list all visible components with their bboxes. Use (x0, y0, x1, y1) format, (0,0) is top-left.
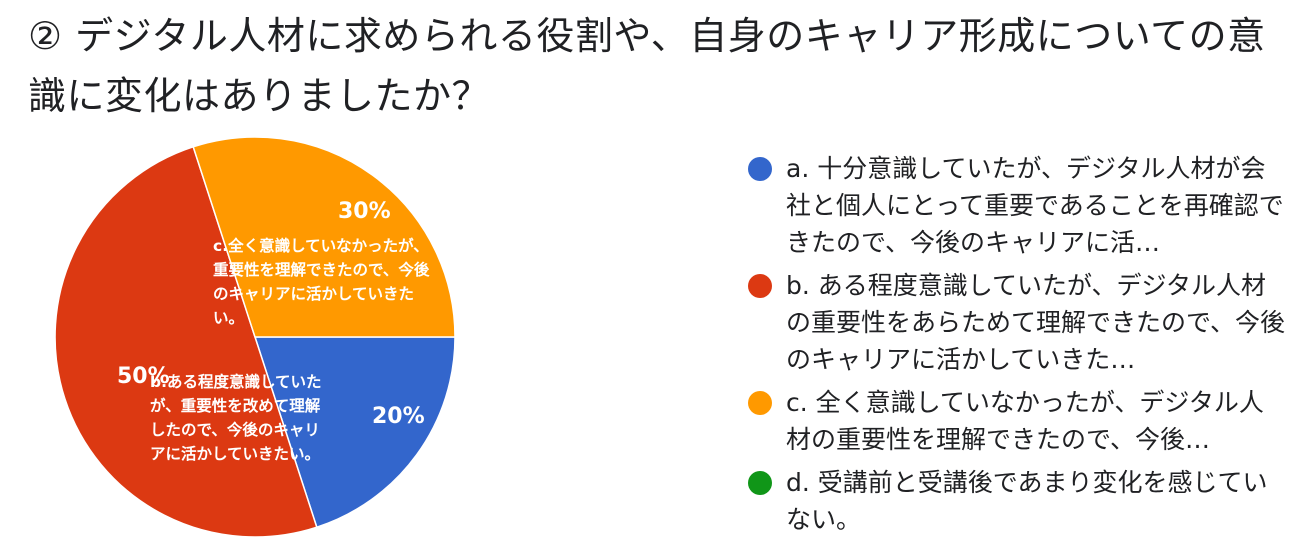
slice-percent-label: 50% (117, 364, 170, 389)
slice-percent-label: 20% (372, 404, 425, 429)
slice-caption: c.全く意識していなかったが、重要性を理解できたので、今後のキャリアに活かしてい… (213, 237, 430, 327)
pie-slice-3 (192, 136, 456, 338)
slice-percent-label: 30% (338, 199, 391, 224)
pie-slice-2 (54, 145, 318, 538)
legend-label: d. 受講前と受講後であまり変化を感じていない。 (786, 468, 1268, 534)
slice-caption: b.ある程度意識していたが、重要性を改めて理解したので、今後のキャリアに活かして… (150, 373, 322, 463)
question-title: ② デジタル人材に求められる役割や、自身のキャリア形成についての意識に変化はあり… (28, 14, 1266, 118)
legend-swatch-icon (748, 471, 772, 495)
legend-swatch-icon (748, 391, 772, 415)
legend-swatch-icon (748, 157, 772, 181)
legend-label: a. 十分意識していたが、デジタル人材が会社と個人にとって重要であることを再確認… (786, 154, 1284, 257)
legend-swatch-icon (748, 274, 772, 298)
chart-legend: a. 十分意識していたが、デジタル人材が会社と個人にとって重要であることを再確認… (748, 150, 1288, 544)
legend-item: d. 受講前と受講後であまり変化を感じていない。 (748, 464, 1288, 538)
legend-item: c. 全く意識していなかったが、デジタル人材の重要性を理解できたので、今後… (748, 384, 1288, 458)
legend-item: b. ある程度意識していたが、デジタル人材の重要性をあらためて理解できたので、今… (748, 267, 1288, 378)
legend-label: c. 全く意識していなかったが、デジタル人材の重要性を理解できたので、今後… (786, 388, 1264, 454)
legend-item: a. 十分意識していたが、デジタル人材が会社と個人にとって重要であることを再確認… (748, 150, 1288, 261)
pie-slice-1 (253, 336, 456, 529)
legend-label: b. ある程度意識していたが、デジタル人材の重要性をあらためて理解できたので、今… (786, 271, 1286, 374)
